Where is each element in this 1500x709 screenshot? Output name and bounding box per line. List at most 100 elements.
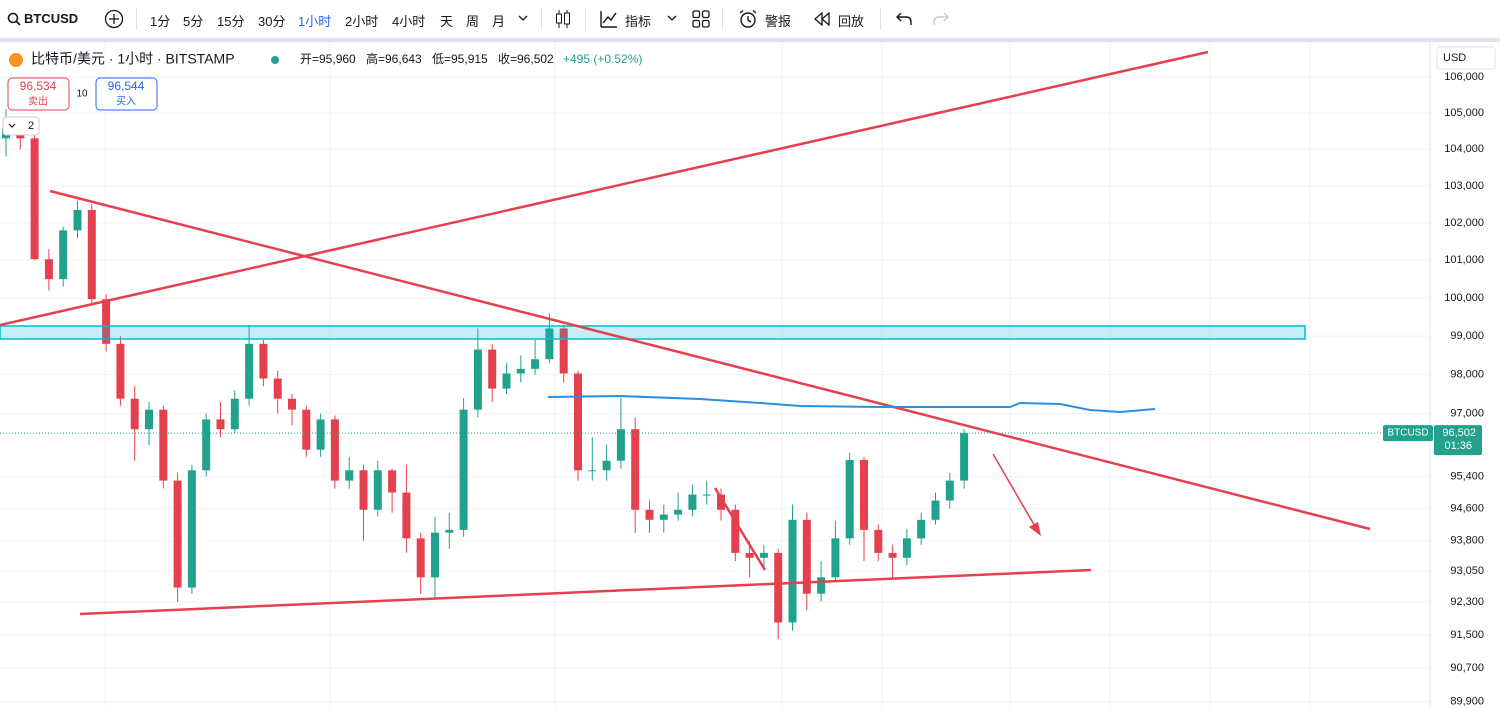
separator xyxy=(880,8,881,30)
y-tick-label: 102,000 xyxy=(1444,217,1484,229)
collapse-button[interactable] xyxy=(2,116,40,136)
currency-button[interactable] xyxy=(1436,46,1496,70)
candle-body xyxy=(774,552,783,623)
interval[interactable]: 周 xyxy=(466,14,480,29)
candle-body xyxy=(917,519,926,539)
collapsed-count: 2 xyxy=(28,120,34,132)
interval[interactable]: 5分 xyxy=(183,14,204,29)
candle-body xyxy=(874,529,883,553)
candle-body xyxy=(59,230,68,280)
candle-body xyxy=(345,470,354,481)
ohlc-value: +495 (+0.52%) xyxy=(563,52,642,66)
y-tick-label: 89,900 xyxy=(1450,696,1484,708)
chart: 106,000 105,000 104,000 103,000 102,000 101,0… xyxy=(0,42,1496,709)
interval[interactable]: 天 xyxy=(440,14,454,29)
indicators-chevron[interactable] xyxy=(667,15,677,23)
trend-line[interactable] xyxy=(49,189,1371,531)
search-icon[interactable] xyxy=(7,12,21,26)
interval[interactable]: 30分 xyxy=(258,14,286,29)
separator xyxy=(722,8,723,30)
undo-icon[interactable] xyxy=(895,11,913,27)
candle-body xyxy=(888,552,897,558)
y-tick-label: 103,000 xyxy=(1444,180,1484,192)
candle-body xyxy=(902,538,911,558)
candle-body xyxy=(759,552,768,558)
candle-body xyxy=(602,460,611,471)
spread: 10 xyxy=(76,89,88,100)
candle-body xyxy=(659,514,668,520)
candle-body xyxy=(130,398,139,430)
candle-body xyxy=(502,373,511,389)
interval[interactable]: 4小时 xyxy=(392,14,426,29)
candle-body xyxy=(30,138,39,260)
indicators[interactable]: 指标 xyxy=(625,14,652,29)
alerts[interactable]: 警报 xyxy=(765,14,792,29)
candle-body xyxy=(559,328,568,374)
trend-line[interactable] xyxy=(0,50,1209,327)
candle-body xyxy=(574,373,582,471)
replay-icon[interactable] xyxy=(813,12,831,26)
add-symbol[interactable] xyxy=(104,9,124,29)
candle-body xyxy=(817,577,826,594)
candle-body xyxy=(516,368,525,374)
y-tick-label: 94,600 xyxy=(1450,502,1484,514)
chart-type-icon[interactable] xyxy=(554,8,572,30)
redo-icon[interactable] xyxy=(932,11,950,27)
candle-body xyxy=(145,409,153,430)
candle-body xyxy=(931,500,940,520)
candle-body xyxy=(802,519,811,594)
candle-body xyxy=(831,538,840,578)
ohlc-value: 低=95,915 xyxy=(432,52,488,66)
candle-body xyxy=(459,409,468,530)
candle-body xyxy=(330,419,339,481)
trend-line[interactable] xyxy=(713,487,767,571)
price-axis: 106,000 105,000 104,000 103,000 102,000 101,0… xyxy=(1444,71,1484,708)
price-tag-value: 96,502 xyxy=(1442,427,1476,439)
candle-body xyxy=(373,470,382,510)
candle-body xyxy=(388,470,397,493)
interval[interactable]: 2小时 xyxy=(345,14,379,29)
layout-icon[interactable] xyxy=(692,10,710,28)
candle-body xyxy=(645,509,654,520)
sell-button[interactable] xyxy=(7,77,70,111)
candle-body xyxy=(173,480,182,588)
candle-body xyxy=(845,459,854,539)
separator xyxy=(136,8,137,30)
candle-body xyxy=(416,538,425,578)
symbol-tag xyxy=(1383,425,1433,442)
ohlc-value: 开=95,960 xyxy=(300,52,356,66)
y-tick-label: 105,000 xyxy=(1444,107,1484,119)
y-tick-label: 99,000 xyxy=(1450,330,1484,342)
collapse-chevron xyxy=(8,123,16,128)
buy-button[interactable] xyxy=(95,77,158,111)
candle-body xyxy=(402,492,411,539)
interval-chevron[interactable] xyxy=(518,15,528,23)
currency: USD xyxy=(1443,52,1466,64)
candle-body xyxy=(616,429,625,461)
interval[interactable]: 1分 xyxy=(150,14,171,29)
replay[interactable]: 回放 xyxy=(838,14,865,29)
interval[interactable]: 15分 xyxy=(217,14,245,29)
interval[interactable]: 1小时 xyxy=(298,14,332,29)
candle-body xyxy=(445,529,454,533)
y-tick-label: 98,000 xyxy=(1450,369,1484,381)
symbol[interactable]: BTCUSD xyxy=(24,11,79,26)
indicators-icon[interactable] xyxy=(599,9,619,29)
interval[interactable]: 月 xyxy=(492,14,506,29)
candle-body xyxy=(359,470,368,510)
y-tick-label: 106,000 xyxy=(1444,71,1484,83)
moving-average xyxy=(547,394,1156,414)
sell-price: 96,534 xyxy=(20,79,57,93)
candle-body xyxy=(717,494,725,510)
candle-body xyxy=(316,419,325,450)
candle-body xyxy=(245,343,254,399)
arrow[interactable] xyxy=(992,453,1037,529)
alert-icon[interactable] xyxy=(738,9,758,29)
candle-body xyxy=(159,409,168,481)
trend-line[interactable] xyxy=(79,568,1092,616)
ohlc-value: 收=96,502 xyxy=(498,52,554,66)
candle-body xyxy=(731,509,740,553)
candle-body xyxy=(44,259,53,280)
resistance-zone[interactable] xyxy=(0,325,1306,340)
toolbar: BTCUSD 1分 5分 15分 30分 1小时 2小时 4小时天周月 指标 警报 回放 xyxy=(0,0,1500,42)
